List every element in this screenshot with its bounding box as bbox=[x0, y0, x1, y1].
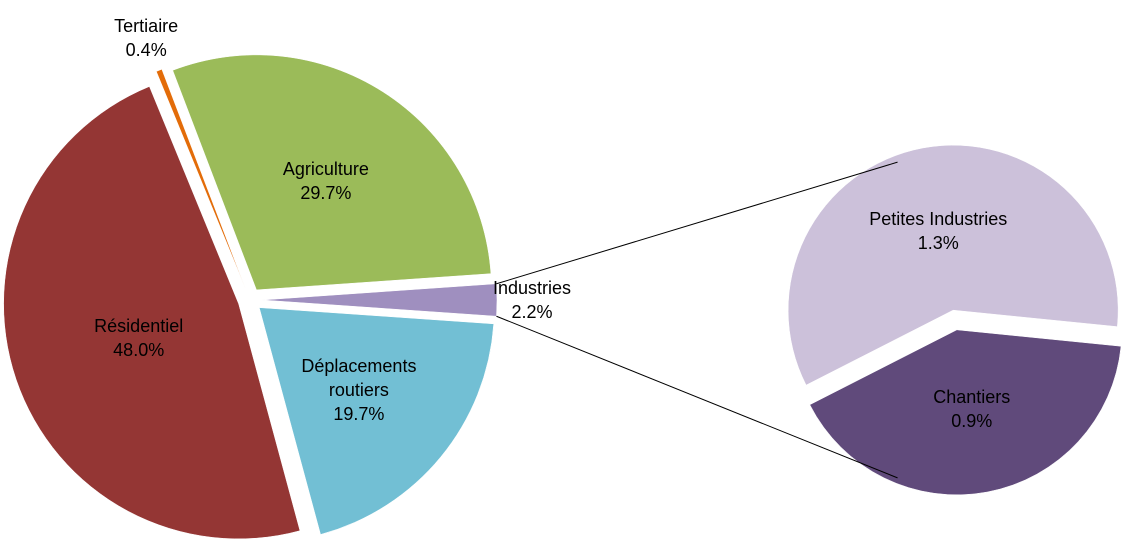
label-text: 19.7% bbox=[333, 403, 385, 424]
connector-line bbox=[496, 161, 898, 285]
slice-label: Résidentiel 48.0% bbox=[59, 314, 219, 362]
label-text: Résidentiel bbox=[94, 315, 184, 336]
slice-label: Chantiers 0.9% bbox=[892, 385, 1052, 433]
label-text: Petites Industries bbox=[869, 208, 1008, 229]
pie-slice bbox=[156, 68, 246, 289]
label-text: 0.4% bbox=[125, 39, 167, 60]
label-text: 1.3% bbox=[917, 232, 959, 253]
label-text: 0.9% bbox=[951, 411, 993, 432]
label-text: Tertiaire bbox=[114, 15, 179, 36]
pie-slice bbox=[172, 54, 492, 291]
label-text: 29.7% bbox=[300, 183, 352, 204]
slice-label: Petites Industries 1.3% bbox=[858, 207, 1018, 255]
connector-line bbox=[496, 315, 898, 479]
label-text: Déplacements routiers bbox=[301, 355, 417, 400]
label-text: 48.0% bbox=[113, 339, 165, 360]
label-text: Agriculture bbox=[282, 159, 369, 180]
slice-label: Industries 2.2% bbox=[452, 276, 612, 324]
pie-slice bbox=[3, 86, 301, 540]
pie-slice bbox=[787, 144, 1119, 386]
label-text: Industries bbox=[492, 278, 572, 298]
slice-label: Agriculture 29.7% bbox=[246, 157, 406, 205]
pie-slice bbox=[809, 329, 1122, 496]
label-text: Chantiers bbox=[933, 387, 1011, 408]
slice-label: Tertiaire 0.4% bbox=[66, 14, 226, 62]
pie-slice bbox=[258, 307, 494, 535]
slice-label: Déplacements routiers 19.7% bbox=[279, 354, 439, 426]
pie-slice bbox=[261, 283, 498, 317]
label-text: 2.2% bbox=[511, 302, 553, 322]
